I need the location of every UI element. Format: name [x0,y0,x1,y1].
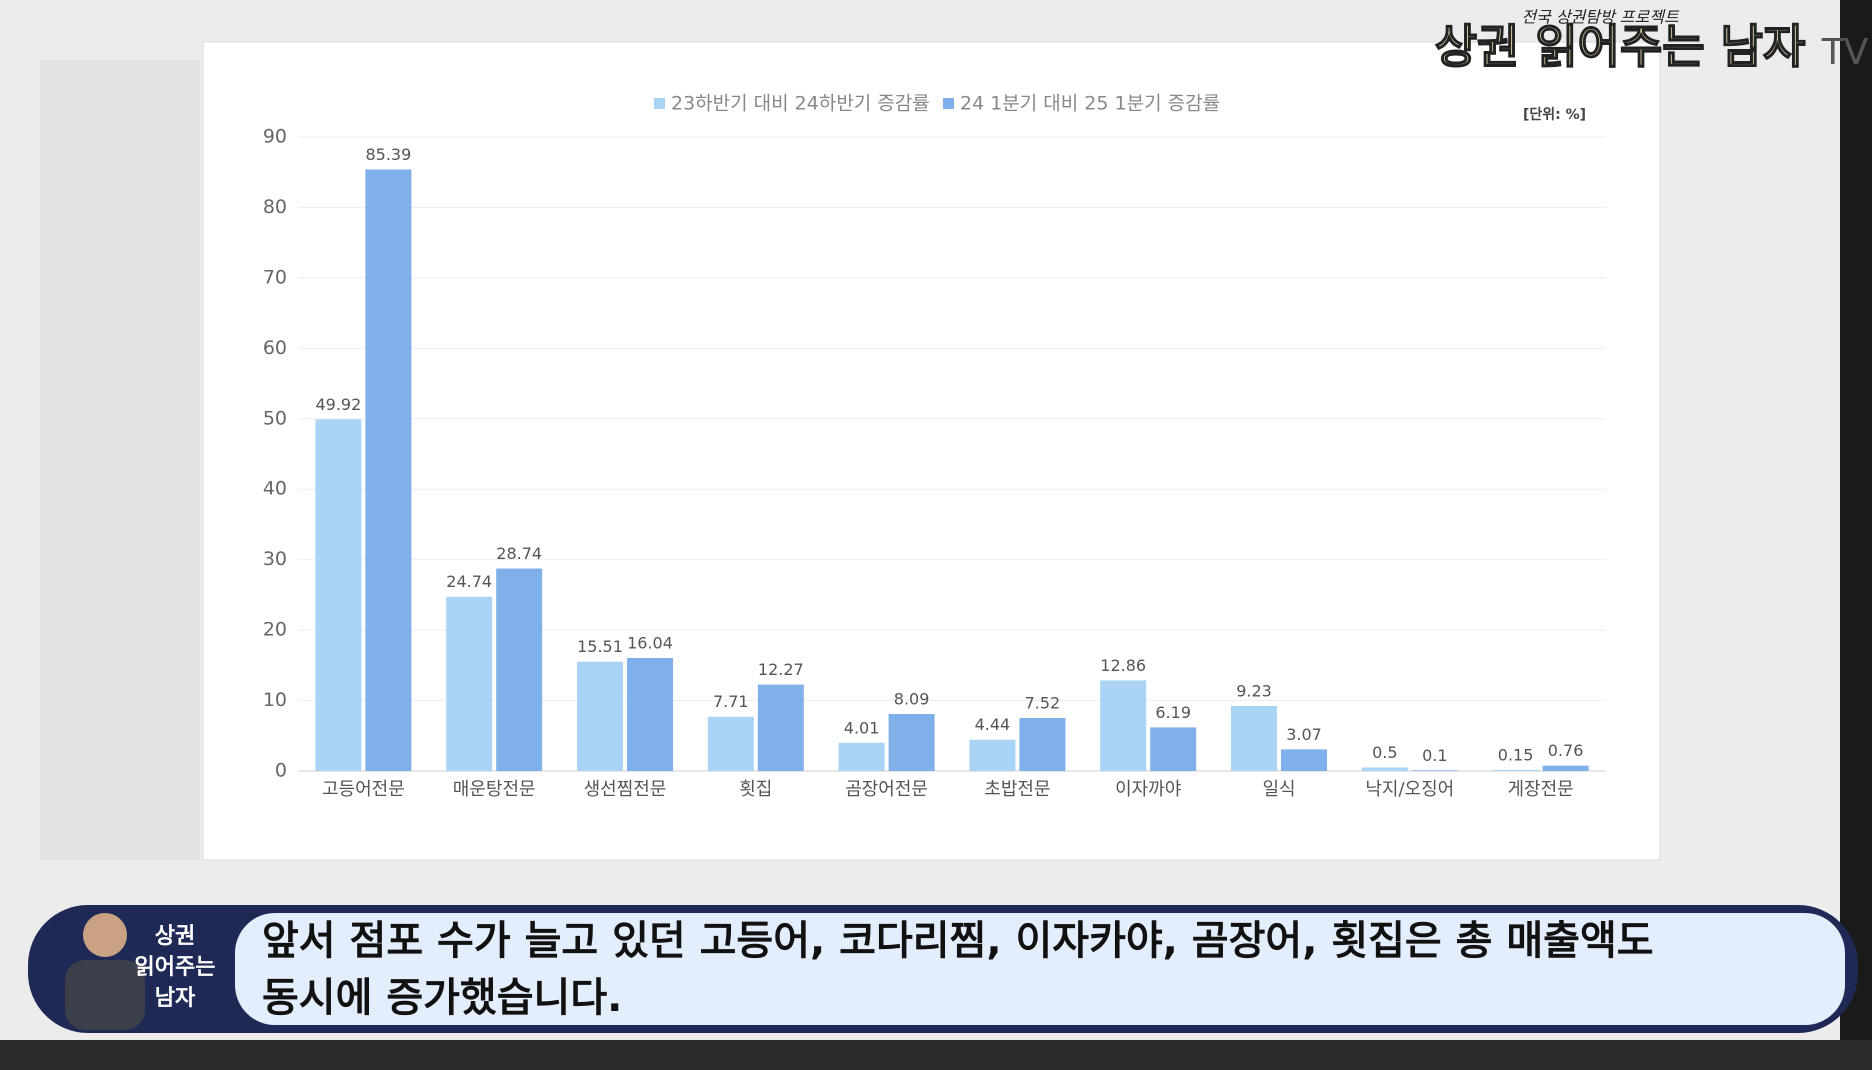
x-tick-label: 낙지/오징어 [1365,779,1454,800]
bar [1542,765,1589,771]
logo-name: 상권 읽어주는 남자 [1435,20,1806,74]
bar [1231,705,1277,771]
y-tick-label: 0 [275,760,287,782]
bar [627,658,673,771]
y-tick-label: 30 [263,548,287,570]
bar [1492,769,1539,771]
value-label: 6.19 [1155,703,1191,722]
value-label: 0.5 [1372,743,1397,762]
chart: 0 10 20 30 40 50 60 70 80 90 23하반기 대비 24하반기 증감률 24 … [263,93,1606,800]
x-tick-label: 횟집 [739,779,772,800]
bar [1281,749,1327,771]
logo-suffix: TV [1821,32,1869,73]
caption-line: 앞서 점포 수가 늘고 있던 고등어, 코다리찜, 이자카야, 곰장어, 횟집은… [262,918,1654,964]
value-label: 8.09 [894,690,930,709]
y-tick-label: 70 [263,266,287,288]
x-tick-label: 초밥전문 [984,779,1050,800]
value-label: 0.76 [1548,741,1584,760]
badge-line: 남자 [155,986,196,1011]
value-label: 0.1 [1422,746,1447,765]
value-label: 24.74 [446,572,492,591]
y-tick-label: 40 [263,478,287,500]
x-tick-label: 고등어전문 [322,779,405,800]
bar [1100,680,1147,771]
legend-label: 23하반기 대비 24하반기 증감률 [671,93,930,115]
bar [969,739,1016,771]
x-tick-label: 곰장어전문 [845,779,928,800]
y-tick-label: 90 [263,126,287,148]
badge-line: 읽어주는 [135,955,216,980]
bar [707,716,754,771]
badge-line: 상권 [155,924,195,949]
value-label: 12.27 [758,660,804,679]
value-label: 4.44 [975,715,1011,734]
edge [1840,0,1872,1070]
bar [888,714,935,771]
value-label: 15.51 [577,637,623,656]
bar [838,742,885,771]
value-label: 7.71 [713,692,749,711]
value-label: 7.52 [1025,694,1061,713]
x-tick-label: 생선찜전문 [584,779,667,800]
bar [446,596,493,771]
bar [1019,718,1066,771]
bar [577,661,623,771]
value-label: 16.04 [627,634,673,653]
legend-swatch [654,98,665,109]
bar [496,568,543,771]
value-label: 0.15 [1498,745,1534,764]
x-tick-label: 일식 [1262,779,1295,800]
presenter-body [65,960,145,1030]
y-tick-label: 10 [263,689,287,711]
y-tick-label: 60 [263,337,287,359]
bar [1361,767,1408,771]
logo-tagline: 전국 상권탐방 프로젝트 [1521,8,1680,27]
value-label: 4.01 [844,718,880,737]
blur-panel [40,60,200,860]
legend-swatch [943,98,954,109]
legend-label: 24 1분기 대비 25 1분기 증감률 [960,93,1220,115]
x-tick-label: 게장전문 [1507,779,1573,800]
y-tick-label: 50 [263,407,287,429]
presenter-head [83,913,127,957]
bar [1411,770,1458,771]
value-label: 28.74 [496,544,542,563]
x-tick-label: 매운탕전문 [453,779,536,800]
value-label: 85.39 [365,145,411,164]
bottom-strip [0,1040,1872,1070]
y-tick-label: 20 [263,619,287,641]
bar [365,169,412,772]
unit-label: [단위: %] [1523,106,1586,123]
value-label: 49.92 [315,395,361,414]
bar [315,419,362,771]
value-label: 12.86 [1100,656,1146,675]
x-tick-label: 이자까야 [1115,779,1181,800]
y-tick-label: 80 [263,196,287,218]
caption-box [235,913,1845,1025]
value-label: 9.23 [1236,681,1272,700]
bar [1150,727,1197,771]
value-label: 3.07 [1286,725,1322,744]
bar [757,684,804,771]
caption-line: 동시에 증가했습니다. [262,975,622,1021]
